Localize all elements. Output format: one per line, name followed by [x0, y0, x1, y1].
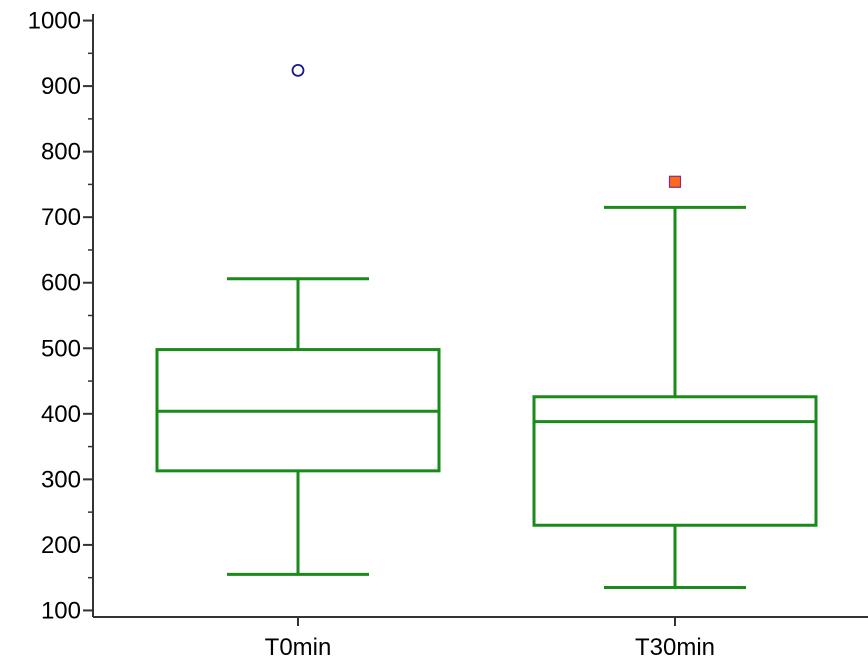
outlier-circle [291, 63, 305, 77]
boxes [155, 205, 818, 590]
box-T30min [532, 205, 818, 590]
box-T0min [155, 277, 441, 576]
x-category-label: T0min [265, 634, 332, 660]
y-tick-label: 500 [41, 335, 81, 362]
outliers [291, 63, 682, 188]
y-tick-label: 300 [41, 466, 81, 493]
y-tick-label: 900 [41, 73, 81, 100]
y-axis: 100 200 300 400 500 600 700 800 900 1000 [28, 8, 94, 624]
outlier-square [668, 175, 682, 188]
y-tick-label: 600 [41, 270, 81, 297]
y-tick-label: 100 [41, 597, 81, 624]
y-tick-label: 800 [41, 139, 81, 166]
y-tick-label: 700 [41, 204, 81, 231]
y-tick-label: 1000 [28, 8, 81, 35]
y-tick-label: 200 [41, 532, 81, 559]
iqr-box [532, 395, 818, 527]
x-category-label: T30min [635, 634, 715, 660]
x-axis: T0min T30min [93, 616, 868, 660]
y-tick-label: 400 [41, 401, 81, 428]
